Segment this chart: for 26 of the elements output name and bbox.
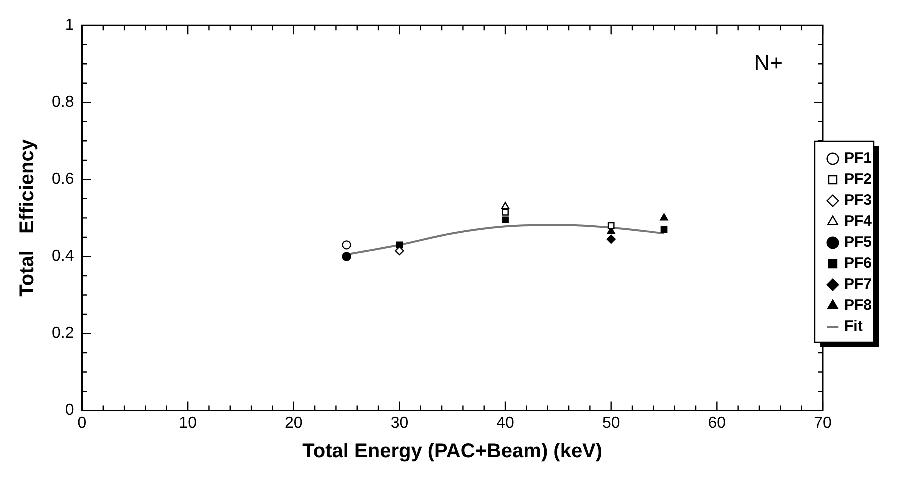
x-tick-label: 50 xyxy=(602,414,620,432)
y-tick-label: 0.6 xyxy=(52,171,74,188)
x-tick-label: 60 xyxy=(708,414,726,432)
y-tick-label: 0.8 xyxy=(52,94,74,112)
legend-label: PF3 xyxy=(844,192,872,210)
y-tick-label: 0 xyxy=(65,402,74,420)
x-tick-label: 40 xyxy=(496,414,515,432)
legend-label: PF2 xyxy=(844,171,872,188)
x-axis-title: Total Energy (PAC+Beam) (keV) xyxy=(302,440,603,463)
x-tick-label: 20 xyxy=(284,414,303,432)
legend-label: PF7 xyxy=(844,276,872,294)
x-tick-label: 70 xyxy=(814,414,832,432)
y-axis-title: Total Efficiency xyxy=(16,138,39,297)
legend-label: PF8 xyxy=(844,297,872,314)
legend-label: PF6 xyxy=(844,255,872,272)
legend-label: PF1 xyxy=(844,150,872,168)
legend-label: Fit xyxy=(844,318,863,336)
y-tick-label: 0.4 xyxy=(52,248,74,266)
legend-label: PF5 xyxy=(844,234,872,252)
x-tick-label: 0 xyxy=(78,414,87,432)
annotation: N+ xyxy=(754,50,783,76)
y-tick-label: 0.2 xyxy=(52,325,74,342)
legend-label: PF4 xyxy=(844,213,873,230)
y-tick-label: 1 xyxy=(65,17,74,34)
x-tick-label: 30 xyxy=(390,414,409,432)
x-tick-label: 10 xyxy=(179,414,198,432)
